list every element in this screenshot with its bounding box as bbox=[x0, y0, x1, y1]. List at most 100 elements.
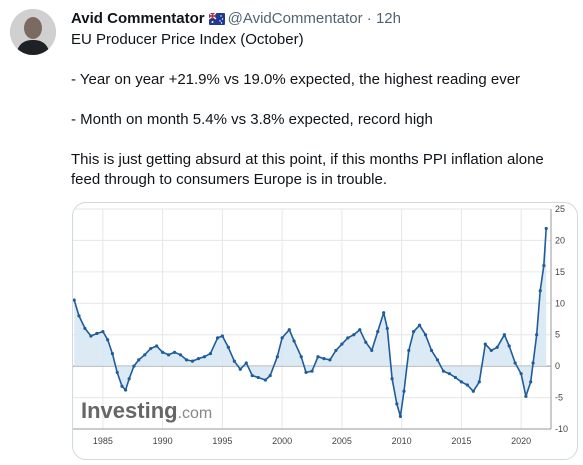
x-axis: 1985 1990 1995 2000 2005 2010 2015 2020 bbox=[93, 436, 531, 446]
avatar-image bbox=[10, 9, 56, 55]
data-point bbox=[232, 359, 236, 363]
data-point bbox=[429, 348, 434, 353]
data-point bbox=[132, 364, 136, 368]
data-point bbox=[178, 353, 183, 357]
data-point bbox=[535, 333, 539, 337]
y-tick-label: -10 bbox=[555, 424, 568, 434]
data-point bbox=[155, 344, 159, 348]
australia-flag-icon bbox=[208, 11, 225, 30]
data-point bbox=[167, 353, 171, 357]
tweet-text-line: feed through to consumers Europe is in t… bbox=[71, 171, 388, 188]
data-point bbox=[123, 388, 128, 392]
author-handle[interactable]: @AvidCommentator bbox=[227, 10, 363, 27]
data-point bbox=[524, 394, 528, 398]
y-tick-label: 15 bbox=[555, 267, 565, 277]
data-point bbox=[208, 351, 213, 356]
data-point bbox=[226, 345, 230, 349]
data-point bbox=[250, 373, 254, 378]
grid-lines bbox=[73, 208, 551, 430]
data-point bbox=[322, 357, 326, 361]
logo-brand: Investing bbox=[81, 398, 178, 423]
avatar[interactable] bbox=[10, 9, 56, 55]
data-point bbox=[89, 334, 93, 338]
x-tick-label: 2010 bbox=[392, 436, 412, 446]
tweet-text-line: EU Producer Price Index (October) bbox=[71, 31, 304, 48]
data-point bbox=[376, 329, 380, 334]
data-point bbox=[196, 357, 201, 361]
data-point bbox=[137, 358, 141, 362]
data-point bbox=[120, 384, 124, 388]
data-point bbox=[483, 342, 487, 346]
data-point bbox=[544, 226, 548, 231]
data-point bbox=[287, 328, 291, 332]
data-point bbox=[417, 323, 422, 327]
data-point bbox=[292, 339, 296, 343]
data-point bbox=[299, 355, 303, 359]
x-tick-label: 1990 bbox=[153, 436, 173, 446]
data-point bbox=[275, 355, 279, 359]
data-point bbox=[190, 359, 195, 363]
data-point bbox=[106, 338, 110, 342]
data-point bbox=[95, 331, 99, 336]
tweet-header: Avid Commentator @AvidCommentator · 12h bbox=[71, 9, 401, 30]
tweet-text-line: - Year on year +21.9% vs 19.0% expected,… bbox=[71, 71, 521, 88]
data-point bbox=[453, 375, 457, 380]
data-point bbox=[101, 329, 105, 334]
data-point bbox=[459, 380, 463, 384]
data-point bbox=[244, 361, 248, 365]
tweet-time[interactable]: 12h bbox=[375, 10, 401, 27]
author-name[interactable]: Avid Commentator bbox=[71, 10, 205, 27]
y-tick-label: 20 bbox=[555, 235, 565, 245]
data-point bbox=[471, 389, 475, 393]
data-point bbox=[184, 358, 189, 362]
data-point bbox=[77, 314, 81, 318]
data-point bbox=[398, 414, 403, 419]
data-point bbox=[310, 369, 314, 373]
y-tick-label: 25 bbox=[555, 204, 565, 214]
investing-logo: Investing.com bbox=[81, 398, 212, 423]
data-point bbox=[115, 370, 119, 375]
data-point bbox=[529, 380, 533, 384]
data-point bbox=[352, 333, 356, 337]
data-point bbox=[402, 389, 406, 393]
tweet-text-line: - Month on month 5.4% vs 3.8% expected, … bbox=[71, 111, 433, 128]
x-tick-label: 2005 bbox=[332, 436, 352, 446]
data-point bbox=[370, 348, 374, 353]
y-tick-label: 5 bbox=[555, 330, 560, 340]
data-point bbox=[149, 346, 153, 351]
x-tick-label: 2000 bbox=[272, 436, 292, 446]
data-point bbox=[328, 358, 332, 362]
tweet-media[interactable]: 25 20 15 10 5 0 -5 -10 1985 1990 1995 2000 2005 2010… bbox=[72, 202, 578, 460]
y-axis: 25 20 15 10 5 0 -5 -10 bbox=[555, 204, 568, 434]
data-point bbox=[519, 372, 523, 376]
x-tick-label: 2015 bbox=[451, 436, 471, 446]
data-point bbox=[382, 311, 386, 315]
data-point bbox=[334, 348, 338, 353]
data-point bbox=[435, 358, 440, 362]
data-point bbox=[316, 355, 320, 359]
data-point bbox=[143, 353, 147, 357]
data-point bbox=[407, 348, 411, 353]
data-points bbox=[73, 226, 548, 419]
data-point bbox=[495, 345, 499, 349]
data-point bbox=[263, 378, 267, 382]
data-point bbox=[172, 350, 177, 354]
data-point bbox=[395, 402, 399, 406]
data-point bbox=[304, 370, 308, 375]
series-line bbox=[73, 228, 547, 418]
data-point bbox=[390, 377, 394, 381]
data-point bbox=[268, 373, 272, 378]
x-tick-label: 2020 bbox=[511, 436, 531, 446]
data-point bbox=[127, 377, 131, 381]
x-tick-label: 1995 bbox=[212, 436, 232, 446]
data-point bbox=[238, 367, 242, 371]
data-point bbox=[441, 369, 446, 373]
y-tick-label: -5 bbox=[555, 393, 563, 403]
data-point bbox=[411, 329, 416, 334]
data-point bbox=[513, 361, 517, 365]
data-point bbox=[220, 334, 224, 338]
data-point bbox=[256, 375, 260, 380]
data-point bbox=[346, 336, 350, 340]
data-point bbox=[423, 333, 428, 337]
data-point bbox=[538, 289, 542, 293]
